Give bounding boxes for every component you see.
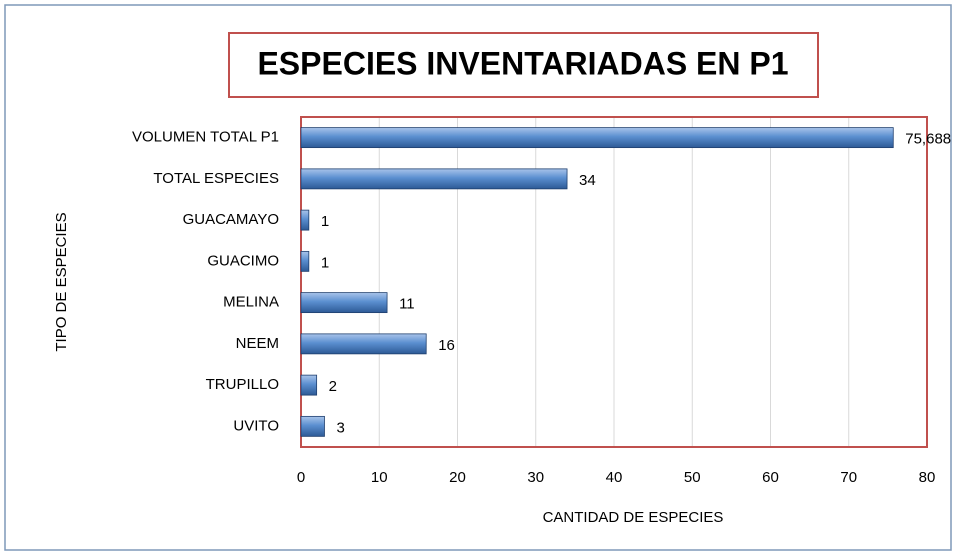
x-tick-label: 70 (840, 469, 857, 486)
plot-area-border (300, 116, 928, 448)
bar (300, 250, 310, 272)
bar (300, 374, 318, 396)
data-label: 75,688 (905, 131, 951, 148)
y-tick-label: GUACIMO (207, 252, 279, 269)
y-tick-label: TOTAL ESPECIES (153, 170, 279, 187)
x-tick-label: 40 (606, 469, 623, 486)
y-tick-label: GUACAMAYO (183, 211, 279, 228)
bar (300, 127, 894, 149)
data-label: 34 (579, 172, 596, 189)
y-tick-label: TRUPILLO (206, 376, 279, 393)
title-box (228, 32, 819, 98)
x-axis-title: CANTIDAD DE ESPECIES (543, 509, 724, 526)
y-tick-label: MELINA (223, 294, 279, 311)
data-label: 11 (399, 296, 415, 313)
x-tick-label: 60 (762, 469, 779, 486)
data-label: 2 (329, 378, 337, 395)
bar (300, 168, 568, 190)
x-tick-label: 0 (297, 469, 305, 486)
bar (300, 292, 388, 314)
y-axis-title: TIPO DE ESPECIES (53, 212, 70, 351)
x-tick-label: 30 (527, 469, 544, 486)
data-label: 16 (438, 337, 455, 354)
data-label: 1 (321, 254, 329, 271)
x-tick-label: 20 (449, 469, 466, 486)
data-label: 3 (336, 419, 344, 436)
data-label: 1 (321, 213, 329, 230)
bar (300, 333, 427, 355)
x-tick-label: 10 (371, 469, 388, 486)
bar (300, 209, 310, 231)
chart-title: ESPECIES INVENTARIADAS EN P1 (257, 45, 788, 81)
bar (300, 415, 325, 437)
y-tick-label: NEEM (236, 335, 279, 352)
x-tick-label: 80 (919, 469, 936, 486)
y-tick-label: VOLUMEN TOTAL P1 (132, 129, 279, 146)
y-tick-label: UVITO (233, 417, 279, 434)
x-tick-label: 50 (684, 469, 701, 486)
